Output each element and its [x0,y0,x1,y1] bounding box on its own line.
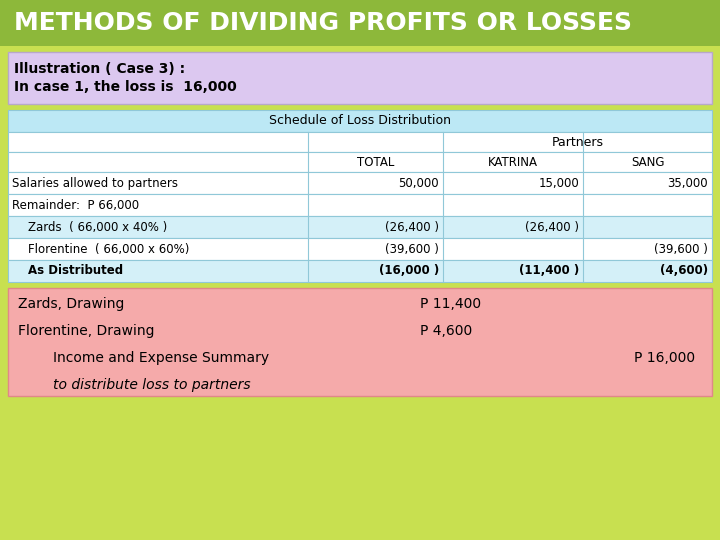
Bar [8,238,712,260]
Text: KATRINA: KATRINA [488,156,538,168]
Bar [8,152,712,172]
Bar [8,194,712,216]
Text: Salaries allowed to partners: Salaries allowed to partners [12,177,178,190]
Text: P 4,600: P 4,600 [420,324,472,338]
Text: 35,000: 35,000 [667,177,708,190]
Text: Remainder:  P 66,000: Remainder: P 66,000 [12,199,139,212]
Text: Zards, Drawing: Zards, Drawing [18,297,125,311]
Bar [8,172,712,194]
Text: 15,000: 15,000 [539,177,579,190]
Text: In case 1, the loss is  16,000: In case 1, the loss is 16,000 [14,80,237,94]
Text: Florentine, Drawing: Florentine, Drawing [18,324,155,338]
Text: Florentine  ( 66,000 x 60%): Florentine ( 66,000 x 60%) [28,242,189,255]
Bar [8,260,712,282]
Text: As Distributed: As Distributed [28,265,123,278]
Text: Zards  ( 66,000 x 40% ): Zards ( 66,000 x 40% ) [28,220,167,233]
Text: 50,000: 50,000 [398,177,439,190]
Text: Schedule of Loss Distribution: Schedule of Loss Distribution [269,114,451,127]
Text: Partners: Partners [552,136,603,148]
Bar [0,0,720,46]
Text: Income and Expense Summary: Income and Expense Summary [18,351,269,365]
Text: SANG: SANG [631,156,665,168]
Text: (11,400 ): (11,400 ) [518,265,579,278]
Text: (26,400 ): (26,400 ) [525,220,579,233]
Text: (39,600 ): (39,600 ) [385,242,439,255]
Text: to distribute loss to partners: to distribute loss to partners [18,378,251,392]
Bar [8,52,712,104]
Text: METHODS OF DIVIDING PROFITS OR LOSSES: METHODS OF DIVIDING PROFITS OR LOSSES [14,11,632,35]
Text: (39,600 ): (39,600 ) [654,242,708,255]
Text: P 11,400: P 11,400 [420,297,481,311]
Bar [8,288,712,396]
Text: (16,000 ): (16,000 ) [379,265,439,278]
Bar [8,110,712,132]
Text: (4,600): (4,600) [660,265,708,278]
Text: TOTAL: TOTAL [357,156,394,168]
Text: (26,400 ): (26,400 ) [385,220,439,233]
Bar [8,132,712,152]
Bar [8,216,712,238]
Text: P 16,000: P 16,000 [634,351,695,365]
Text: Illustration ( Case 3) :: Illustration ( Case 3) : [14,62,185,76]
